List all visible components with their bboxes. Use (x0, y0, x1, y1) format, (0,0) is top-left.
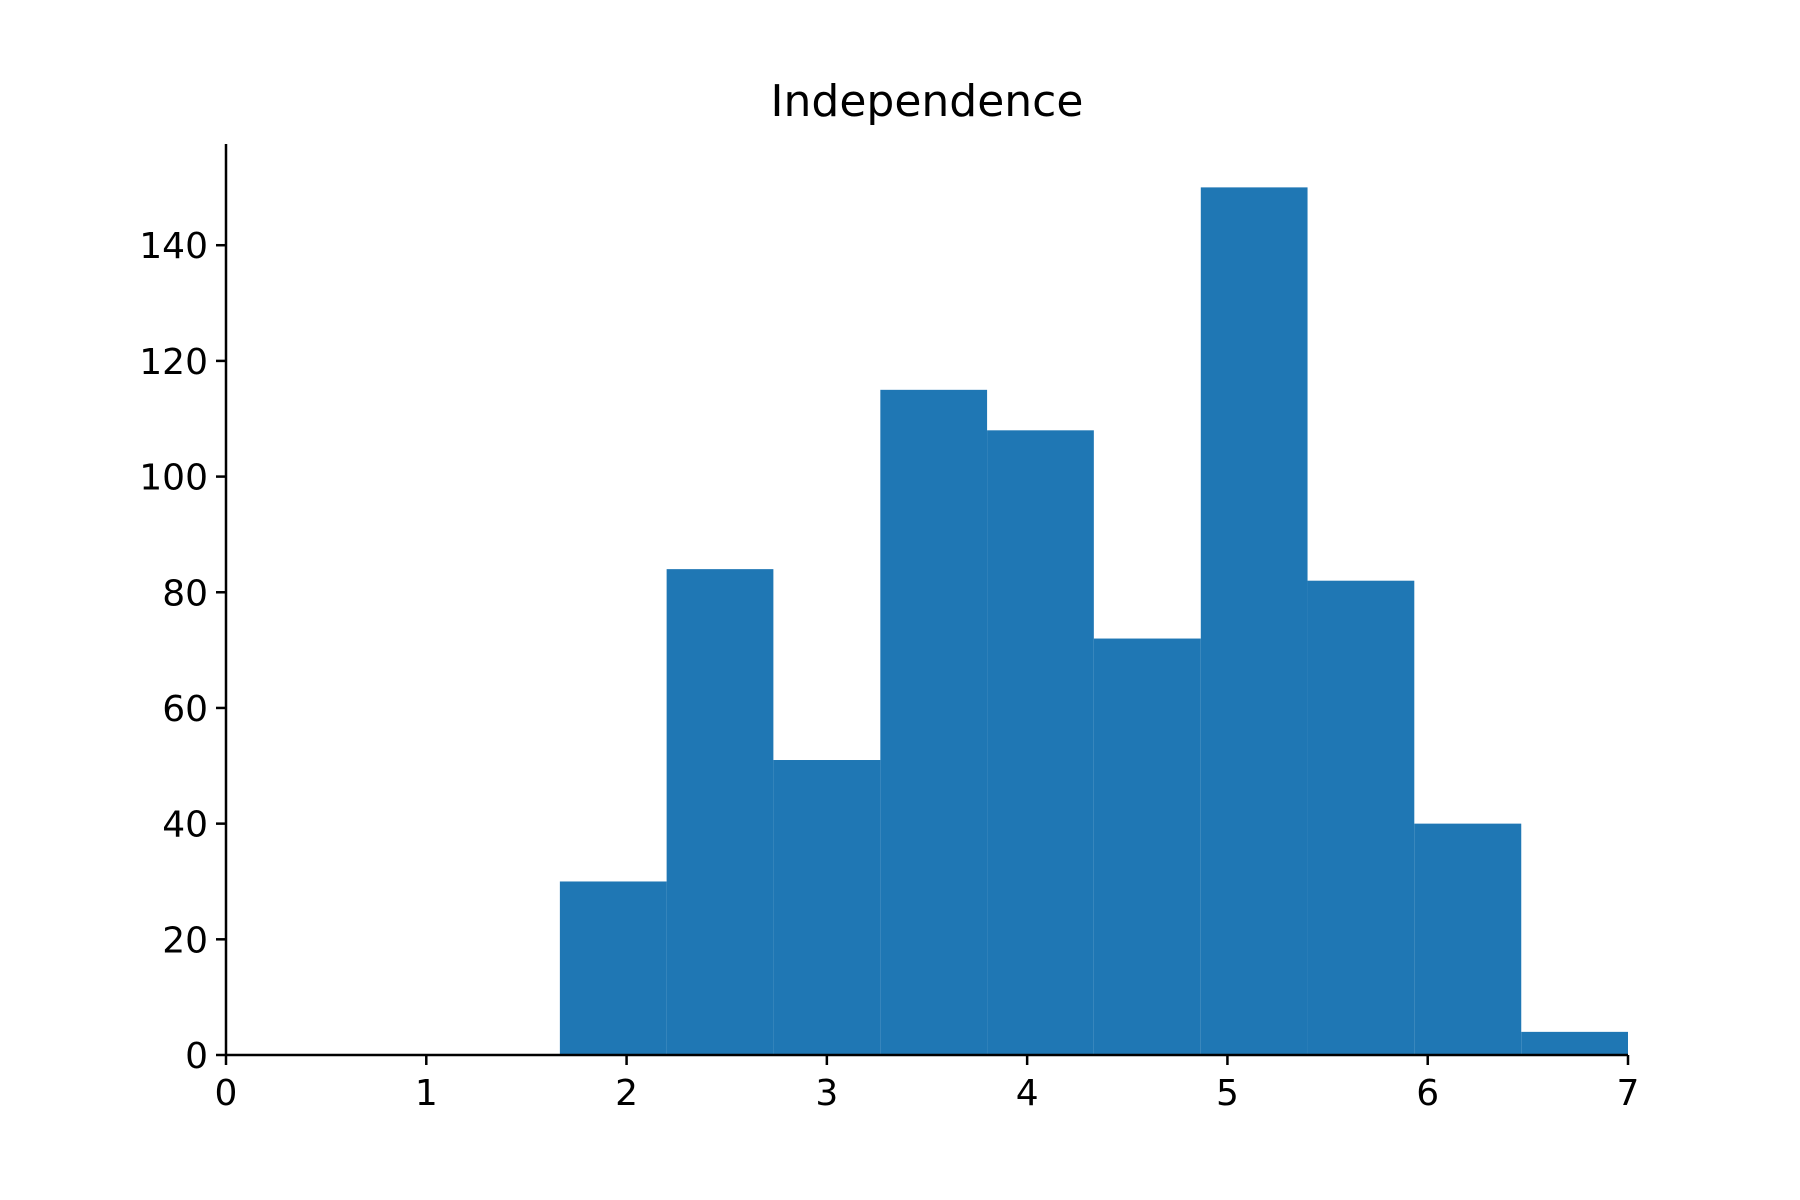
x-axis-ticks: 0 1 2 3 4 5 6 7 (215, 1055, 1640, 1114)
y-tick-label: 20 (162, 920, 208, 961)
x-tick-label: 2 (615, 1073, 638, 1114)
bars-group (559, 187, 1628, 1055)
y-axis-ticks: 0 20 40 60 80 100 120 140 (139, 226, 226, 1077)
chart-title: Independence (771, 76, 1084, 127)
x-tick-label: 1 (415, 1073, 438, 1114)
x-tick-label: 3 (815, 1073, 838, 1114)
y-tick-label: 40 (162, 805, 208, 846)
histogram-bar (1093, 638, 1201, 1055)
x-tick-label: 4 (1016, 1073, 1039, 1114)
y-tick-label: 60 (162, 689, 208, 730)
histogram-bar (559, 881, 667, 1055)
x-tick-label: 7 (1617, 1073, 1640, 1114)
histogram-bar (1307, 580, 1415, 1055)
y-tick-label: 0 (185, 1036, 208, 1077)
x-tick-label: 5 (1216, 1073, 1239, 1114)
y-tick-label: 120 (139, 342, 208, 383)
histogram-bar (1521, 1031, 1628, 1055)
x-tick-label: 6 (1416, 1073, 1439, 1114)
histogram-bar (773, 760, 881, 1055)
histogram-bar (1200, 187, 1308, 1055)
histogram-bar (987, 430, 1094, 1055)
x-tick-label: 0 (215, 1073, 238, 1114)
histogram-bar (1414, 823, 1522, 1055)
y-tick-label: 80 (162, 573, 208, 614)
y-tick-label: 100 (139, 458, 208, 499)
histogram-bar (880, 389, 988, 1055)
y-tick-label: 140 (139, 226, 208, 267)
histogram-bar (666, 569, 774, 1055)
